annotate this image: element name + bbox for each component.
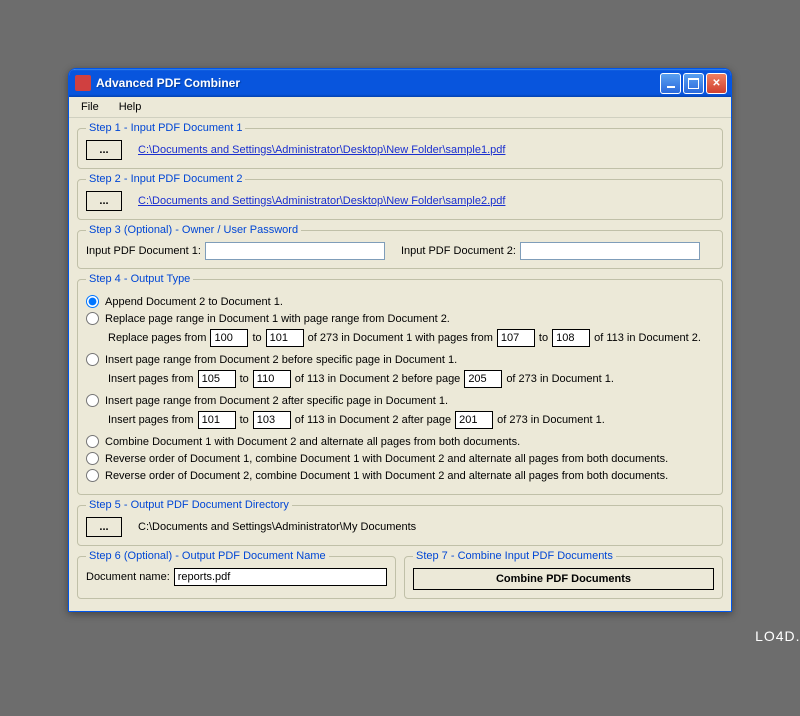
replace-from2[interactable]: [497, 329, 535, 347]
ia-to[interactable]: [253, 411, 291, 429]
opt-reverse2-radio[interactable]: [86, 469, 99, 482]
menu-file[interactable]: File: [75, 99, 105, 115]
replace-t2: to: [252, 332, 261, 344]
opt-alternate-label: Combine Document 1 with Document 2 and a…: [105, 436, 520, 448]
opt-append-label: Append Document 2 to Document 1.: [105, 296, 283, 308]
step7-group: Step 7 - Combine Input PDF Documents Com…: [404, 550, 723, 599]
ia-from[interactable]: [198, 411, 236, 429]
ia-t3: of 113 in Document 2 after page: [295, 414, 451, 426]
replace-to2[interactable]: [552, 329, 590, 347]
step5-path: C:\Documents and Settings\Administrator\…: [138, 521, 416, 533]
opt-insert-before-label: Insert page range from Document 2 before…: [105, 354, 457, 366]
step7-legend: Step 7 - Combine Input PDF Documents: [413, 550, 616, 562]
ib-t4: of 273 in Document 1.: [506, 373, 614, 385]
opt-insert-before-params: Insert pages from to of 113 in Document …: [108, 370, 714, 388]
pwd2-input[interactable]: [520, 242, 700, 260]
pwd2-label: Input PDF Document 2:: [401, 245, 516, 257]
pwd1-input[interactable]: [205, 242, 385, 260]
step4-legend: Step 4 - Output Type: [86, 273, 193, 285]
step6-group: Step 6 (Optional) - Output PDF Document …: [77, 550, 396, 599]
ia-t4: of 273 in Document 1.: [497, 414, 605, 426]
replace-t1: Replace pages from: [108, 332, 206, 344]
replace-from1[interactable]: [210, 329, 248, 347]
ib-page[interactable]: [464, 370, 502, 388]
ib-t1: Insert pages from: [108, 373, 194, 385]
step3-group: Step 3 (Optional) - Owner / User Passwor…: [77, 224, 723, 269]
opt-alternate-radio[interactable]: [86, 435, 99, 448]
opt-replace-params: Replace pages from to of 273 in Document…: [108, 329, 714, 347]
opt-replace-radio[interactable]: [86, 312, 99, 325]
minimize-button[interactable]: [660, 73, 681, 94]
step5-browse-button[interactable]: ...: [86, 517, 122, 537]
menu-help[interactable]: Help: [113, 99, 148, 115]
step6-legend: Step 6 (Optional) - Output PDF Document …: [86, 550, 329, 562]
step2-path-link[interactable]: C:\Documents and Settings\Administrator\…: [138, 195, 505, 207]
step4-group: Step 4 - Output Type Append Document 2 t…: [77, 273, 723, 495]
ib-from[interactable]: [198, 370, 236, 388]
app-window: Advanced PDF Combiner File Help Step 1 -…: [68, 68, 732, 612]
step2-legend: Step 2 - Input PDF Document 2: [86, 173, 245, 185]
ib-t2: to: [240, 373, 249, 385]
watermark: LO4D.com: [755, 628, 800, 644]
app-icon: [75, 75, 91, 91]
replace-to1[interactable]: [266, 329, 304, 347]
opt-append-radio[interactable]: [86, 295, 99, 308]
window-title: Advanced PDF Combiner: [96, 76, 660, 90]
replace-t3: of 273 in Document 1 with pages from: [308, 332, 493, 344]
opt-replace-label: Replace page range in Document 1 with pa…: [105, 313, 450, 325]
step5-legend: Step 5 - Output PDF Document Directory: [86, 499, 292, 511]
docname-input[interactable]: [174, 568, 387, 586]
titlebar: Advanced PDF Combiner: [69, 69, 731, 97]
ia-page[interactable]: [455, 411, 493, 429]
step1-path-link[interactable]: C:\Documents and Settings\Administrator\…: [138, 144, 505, 156]
opt-reverse1-radio[interactable]: [86, 452, 99, 465]
step1-legend: Step 1 - Input PDF Document 1: [86, 122, 245, 134]
opt-insert-before-radio[interactable]: [86, 353, 99, 366]
step2-browse-button[interactable]: ...: [86, 191, 122, 211]
opt-reverse1-label: Reverse order of Document 1, combine Doc…: [105, 453, 668, 465]
step5-group: Step 5 - Output PDF Document Directory .…: [77, 499, 723, 546]
ib-to[interactable]: [253, 370, 291, 388]
step3-legend: Step 3 (Optional) - Owner / User Passwor…: [86, 224, 301, 236]
replace-t4: to: [539, 332, 548, 344]
opt-reverse2-label: Reverse order of Document 2, combine Doc…: [105, 470, 668, 482]
docname-label: Document name:: [86, 571, 170, 583]
close-button[interactable]: [706, 73, 727, 94]
replace-t5: of 113 in Document 2.: [594, 332, 701, 344]
pwd1-label: Input PDF Document 1:: [86, 245, 201, 257]
menubar: File Help: [69, 97, 731, 118]
step1-group: Step 1 - Input PDF Document 1 ... C:\Doc…: [77, 122, 723, 169]
opt-insert-after-radio[interactable]: [86, 394, 99, 407]
opt-insert-after-label: Insert page range from Document 2 after …: [105, 395, 448, 407]
ia-t1: Insert pages from: [108, 414, 194, 426]
maximize-button[interactable]: [683, 73, 704, 94]
step2-group: Step 2 - Input PDF Document 2 ... C:\Doc…: [77, 173, 723, 220]
ia-t2: to: [240, 414, 249, 426]
ib-t3: of 113 in Document 2 before page: [295, 373, 461, 385]
combine-button[interactable]: Combine PDF Documents: [413, 568, 714, 590]
opt-insert-after-params: Insert pages from to of 113 in Document …: [108, 411, 714, 429]
step1-browse-button[interactable]: ...: [86, 140, 122, 160]
